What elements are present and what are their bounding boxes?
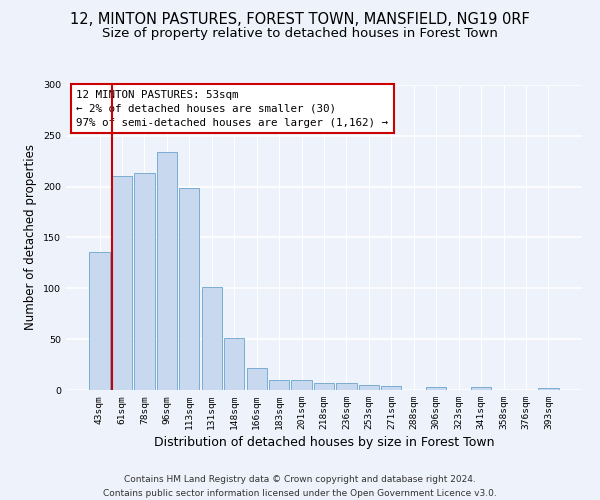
X-axis label: Distribution of detached houses by size in Forest Town: Distribution of detached houses by size … <box>154 436 494 450</box>
Bar <box>292 380 311 390</box>
Bar <box>134 174 155 390</box>
Y-axis label: Number of detached properties: Number of detached properties <box>25 144 37 330</box>
Bar <box>179 188 199 390</box>
Bar <box>224 338 244 390</box>
Bar <box>202 288 222 390</box>
Bar <box>426 387 446 390</box>
Text: Contains HM Land Registry data © Crown copyright and database right 2024.
Contai: Contains HM Land Registry data © Crown c… <box>103 476 497 498</box>
Bar <box>89 252 110 390</box>
Bar <box>471 387 491 390</box>
Bar <box>381 386 401 390</box>
Text: 12, MINTON PASTURES, FOREST TOWN, MANSFIELD, NG19 0RF: 12, MINTON PASTURES, FOREST TOWN, MANSFI… <box>70 12 530 28</box>
Bar <box>247 368 267 390</box>
Bar <box>112 176 132 390</box>
Bar <box>337 383 356 390</box>
Bar <box>314 383 334 390</box>
Text: Size of property relative to detached houses in Forest Town: Size of property relative to detached ho… <box>102 28 498 40</box>
Bar <box>359 385 379 390</box>
Bar <box>538 388 559 390</box>
Bar <box>157 152 177 390</box>
Text: 12 MINTON PASTURES: 53sqm
← 2% of detached houses are smaller (30)
97% of semi-d: 12 MINTON PASTURES: 53sqm ← 2% of detach… <box>76 90 388 128</box>
Bar <box>269 380 289 390</box>
